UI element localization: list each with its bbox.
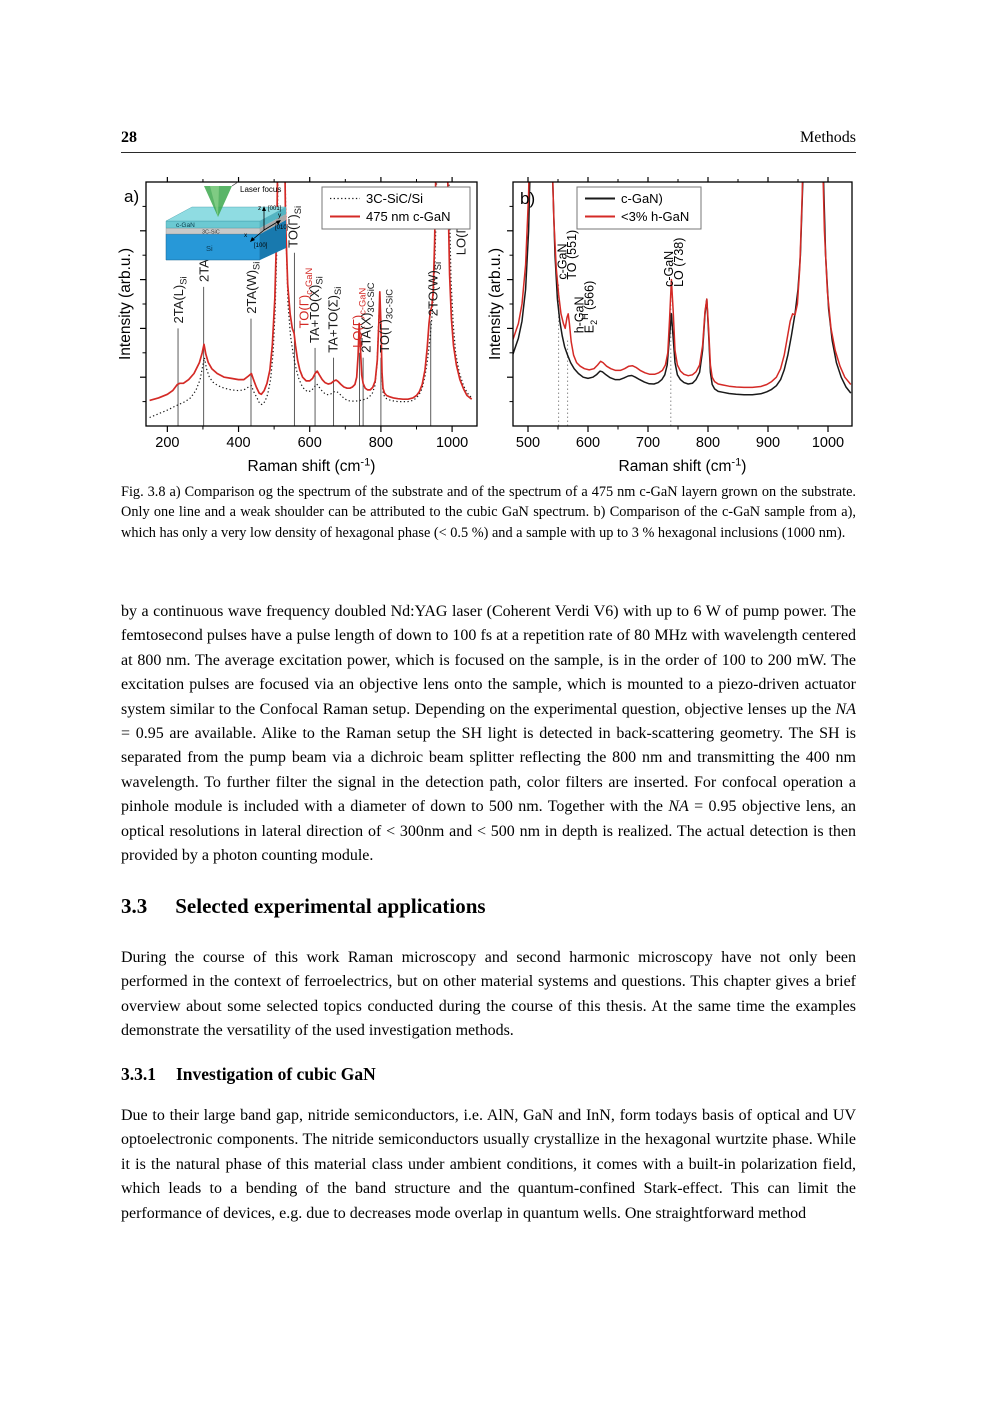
svg-text:TO (551): TO (551) bbox=[565, 230, 579, 280]
svg-text:LO (738): LO (738) bbox=[672, 238, 686, 287]
svg-text:400: 400 bbox=[226, 435, 250, 451]
svg-text:Intensity (arb.u.): Intensity (arb.u.) bbox=[488, 248, 504, 360]
svg-text:2TA(L)Si: 2TA(L)Si bbox=[171, 276, 189, 323]
svg-text:Intensity (arb.u.): Intensity (arb.u.) bbox=[118, 248, 134, 360]
svg-text:a): a) bbox=[124, 187, 139, 206]
svg-text:c-GaN): c-GaN) bbox=[621, 191, 663, 206]
svg-text:Si: Si bbox=[206, 244, 213, 253]
running-head: Methods bbox=[800, 129, 856, 146]
svg-text:c-GaN: c-GaN bbox=[556, 243, 570, 279]
svg-text:LO(Γ)c-GaN: LO(Γ)c-GaN bbox=[350, 288, 368, 348]
body-paragraph-1: by a continuous wave frequency doubled N… bbox=[121, 603, 856, 865]
section-number: 3.3 bbox=[121, 894, 148, 918]
svg-text:<3% h-GaN: <3% h-GaN bbox=[621, 209, 689, 224]
svg-text:2TA(X)3C-SiC: 2TA(X)3C-SiC bbox=[359, 282, 377, 353]
svg-text:2TO(W)Si: 2TO(W)Si bbox=[426, 262, 444, 316]
svg-text:y: y bbox=[278, 212, 282, 219]
svg-text:200: 200 bbox=[155, 435, 179, 451]
svg-text:h-GaN: h-GaN bbox=[572, 296, 586, 333]
svg-text:TO(Γ)3C-SiC: TO(Γ)3C-SiC bbox=[377, 289, 395, 353]
page-number: 28 bbox=[121, 129, 137, 146]
figure-caption: Fig. 3.8 a) Comparison og the spectrum o… bbox=[121, 484, 856, 541]
svg-text:[100]: [100] bbox=[254, 243, 268, 249]
svg-text:E2H (566): E2H (566) bbox=[580, 281, 599, 334]
svg-text:b): b) bbox=[520, 189, 535, 208]
svg-text:600: 600 bbox=[298, 435, 322, 451]
subsection-number: 3.3.1 bbox=[121, 1064, 156, 1084]
section-title: Selected experimental applications bbox=[175, 894, 486, 918]
svg-text:[001]: [001] bbox=[268, 206, 282, 212]
svg-text:475 nm c-GaN: 475 nm c-GaN bbox=[366, 209, 451, 224]
svg-text:Laser focus: Laser focus bbox=[240, 185, 281, 194]
svg-text:Raman shift (cm-1): Raman shift (cm-1) bbox=[619, 457, 747, 476]
body-paragraph-2: During the course of this work Raman mic… bbox=[121, 949, 856, 1040]
body-paragraph-3: Due to their large band gap, nitride sem… bbox=[121, 1107, 856, 1222]
svg-text:900: 900 bbox=[756, 435, 780, 451]
svg-text:800: 800 bbox=[696, 435, 720, 451]
svg-text:c-GaN: c-GaN bbox=[176, 222, 195, 229]
svg-text:2TA(W)Si: 2TA(W)Si bbox=[244, 262, 262, 314]
svg-text:TA+TO(Σ)Si: TA+TO(Σ)Si bbox=[325, 287, 343, 353]
svg-text:z: z bbox=[258, 205, 261, 212]
raman-chart-a: 200 400 600 800 1000 Raman shift (cm-1) Intens… bbox=[118, 177, 478, 476]
svg-text:800: 800 bbox=[369, 435, 393, 451]
subsection-title: Investigation of cubic GaN bbox=[176, 1064, 376, 1084]
svg-text:700: 700 bbox=[636, 435, 660, 451]
section-heading-3-3: 3.3 Selected experimental applications bbox=[121, 894, 486, 919]
raman-chart-b: 500 600 700 800 900 1000 Raman shift (cm-1) Int… bbox=[488, 177, 853, 476]
svg-text:TO(Γ)Si: TO(Γ)Si bbox=[285, 206, 303, 248]
svg-text:500: 500 bbox=[516, 435, 540, 451]
svg-text:[010]: [010] bbox=[275, 225, 289, 231]
svg-text:TO(Γ)c-GaN: TO(Γ)c-GaN bbox=[296, 268, 314, 329]
subsection-heading-3-3-1: 3.3.1 Investigation of cubic GaN bbox=[121, 1064, 376, 1085]
svg-text:600: 600 bbox=[576, 435, 600, 451]
svg-text:x: x bbox=[244, 232, 248, 239]
svg-text:TA+TO(X)Si: TA+TO(X)Si bbox=[307, 276, 325, 343]
svg-text:1000: 1000 bbox=[436, 435, 468, 451]
svg-text:1000: 1000 bbox=[812, 435, 844, 451]
svg-text:Raman shift (cm-1): Raman shift (cm-1) bbox=[248, 457, 376, 476]
svg-text:3C-SiC/Si: 3C-SiC/Si bbox=[366, 191, 423, 206]
svg-text:c-GaN: c-GaN bbox=[662, 251, 676, 287]
svg-text:3C-SiC: 3C-SiC bbox=[202, 230, 220, 236]
page-header: 28 Methods bbox=[121, 129, 856, 153]
